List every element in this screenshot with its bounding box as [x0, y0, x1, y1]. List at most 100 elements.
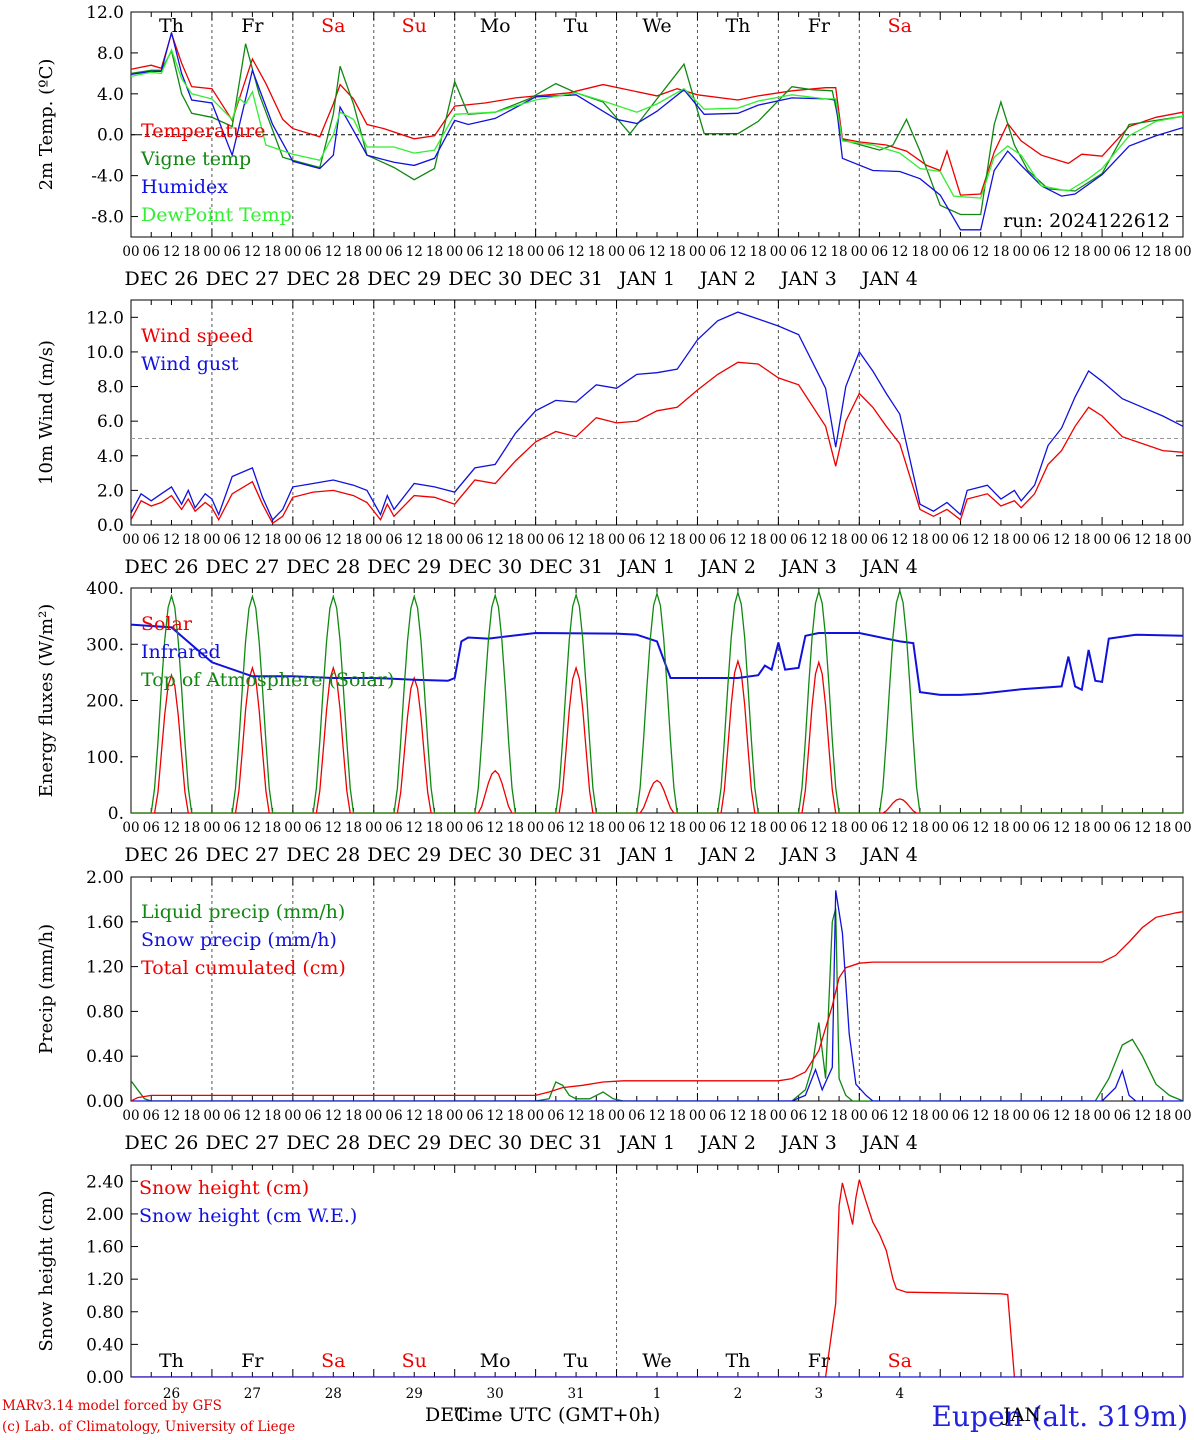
- x-hour-label: 06: [143, 532, 160, 548]
- x-hour-label: 00: [1174, 532, 1191, 548]
- x-hour-label: 18: [911, 532, 928, 548]
- x-hour-label: 00: [203, 244, 220, 260]
- x-daynumber-label: 26: [163, 1386, 180, 1402]
- weekday-label: Sa: [321, 1350, 345, 1372]
- y-tick-label: 1.60: [86, 1238, 124, 1258]
- x-hour-label: 18: [911, 820, 928, 836]
- x-hour-label: 12: [1053, 820, 1070, 836]
- x-hour-label: 06: [466, 820, 483, 836]
- x-hour-label: 00: [284, 1108, 301, 1124]
- x-hour-label: 18: [183, 820, 200, 836]
- y-tick-label: 0.40: [86, 1335, 124, 1355]
- x-date-label: JAN 2: [698, 844, 756, 866]
- y-tick-label: 300.: [86, 635, 124, 655]
- x-hour-label: 18: [588, 244, 605, 260]
- x-hour-label: 12: [163, 532, 180, 548]
- x-hour-label: 12: [729, 244, 746, 260]
- x-hour-label: 18: [750, 820, 767, 836]
- x-hour-label: 00: [122, 532, 139, 548]
- x-hour-label: 12: [325, 820, 342, 836]
- x-daynumber-label: 29: [406, 1386, 423, 1402]
- x-hour-label: 00: [527, 244, 544, 260]
- y-tick-label: -4.0: [91, 167, 124, 187]
- x-date-label: DEC 31: [529, 1132, 603, 1154]
- x-hour-label: 06: [224, 244, 241, 260]
- x-date-label: DEC 26: [125, 268, 199, 290]
- x-hour-label: 18: [588, 820, 605, 836]
- series-line: [131, 31, 1183, 196]
- x-hour-label: 12: [1053, 244, 1070, 260]
- x-hour-label: 00: [689, 820, 706, 836]
- x-hour-label: 12: [891, 532, 908, 548]
- x-date-label: DEC 29: [367, 268, 441, 290]
- weekday-label: Tu: [564, 15, 589, 37]
- x-date-label: DEC 29: [367, 556, 441, 578]
- x-date-label: DEC 26: [125, 844, 199, 866]
- series-line: [131, 48, 1183, 199]
- x-hour-label: 12: [729, 532, 746, 548]
- x-hour-label: 18: [992, 1108, 1009, 1124]
- x-hour-label: 06: [1033, 244, 1050, 260]
- x-hour-label: 00: [770, 244, 787, 260]
- x-hour-label: 18: [426, 244, 443, 260]
- x-hour-label: 00: [284, 244, 301, 260]
- x-hour-label: 18: [426, 532, 443, 548]
- x-hour-label: 12: [325, 1108, 342, 1124]
- x-hour-label: 18: [911, 244, 928, 260]
- x-hour-label: 06: [143, 820, 160, 836]
- x-hour-label: 06: [224, 532, 241, 548]
- legend-entry: Snow height (cm W.E.): [139, 1205, 357, 1227]
- y-tick-label: 1.20: [86, 958, 124, 978]
- x-date-label: DEC 28: [286, 556, 360, 578]
- weekday-label: Fr: [241, 15, 264, 37]
- series-line: [131, 623, 1183, 696]
- x-hour-label: 00: [770, 820, 787, 836]
- x-hour-label: 06: [628, 1108, 645, 1124]
- x-hour-label: 18: [264, 820, 281, 836]
- x-hour-label: 00: [122, 820, 139, 836]
- weekday-label: Th: [159, 15, 184, 37]
- x-date-label: JAN 4: [860, 268, 918, 290]
- x-hour-label: 12: [325, 244, 342, 260]
- weekday-label: Th: [725, 15, 750, 37]
- weekday-label: Sa: [888, 1350, 912, 1372]
- x-hour-label: 18: [1154, 1108, 1171, 1124]
- x-hour-label: 18: [183, 532, 200, 548]
- x-hour-label: 18: [345, 532, 362, 548]
- x-hour-label: 12: [891, 820, 908, 836]
- x-hour-label: 12: [244, 244, 261, 260]
- x-date-label: DEC 31: [529, 844, 603, 866]
- x-hour-label: 00: [446, 1108, 463, 1124]
- x-date-label: DEC 29: [367, 1132, 441, 1154]
- y-axis-label: 2m Temp. (ºC): [36, 59, 57, 191]
- x-hour-label: 12: [487, 1108, 504, 1124]
- x-hour-label: 12: [487, 820, 504, 836]
- x-hour-label: 00: [689, 1108, 706, 1124]
- y-tick-label: 1.60: [86, 913, 124, 933]
- x-hour-label: 18: [1154, 244, 1171, 260]
- y-tick-label: 0.00: [86, 1368, 124, 1388]
- x-hour-label: 12: [163, 820, 180, 836]
- x-hour-label: 06: [628, 820, 645, 836]
- x-date-label: JAN 3: [779, 844, 837, 866]
- y-tick-label: 8.0: [97, 44, 124, 64]
- legend-entry: Snow height (cm): [139, 1177, 309, 1199]
- weekday-label: Sa: [321, 15, 345, 37]
- x-hour-label: 06: [143, 244, 160, 260]
- x-hour-label: 00: [122, 1108, 139, 1124]
- y-axis-label: Snow height (cm): [36, 1190, 57, 1351]
- weekday-label: Fr: [808, 1350, 831, 1372]
- y-tick-label: 6.0: [97, 412, 124, 432]
- weekday-label: Fr: [808, 15, 831, 37]
- x-axis-title-overlap-left: DEC: [425, 1404, 469, 1426]
- x-hour-label: 12: [810, 244, 827, 260]
- x-hour-label: 12: [729, 820, 746, 836]
- x-date-label: DEC 29: [367, 844, 441, 866]
- y-tick-label: 400.: [86, 579, 124, 599]
- x-hour-label: 12: [729, 1108, 746, 1124]
- x-hour-label: 06: [952, 244, 969, 260]
- series-line: [131, 43, 1183, 216]
- x-hour-label: 00: [446, 244, 463, 260]
- x-date-label: DEC 28: [286, 1132, 360, 1154]
